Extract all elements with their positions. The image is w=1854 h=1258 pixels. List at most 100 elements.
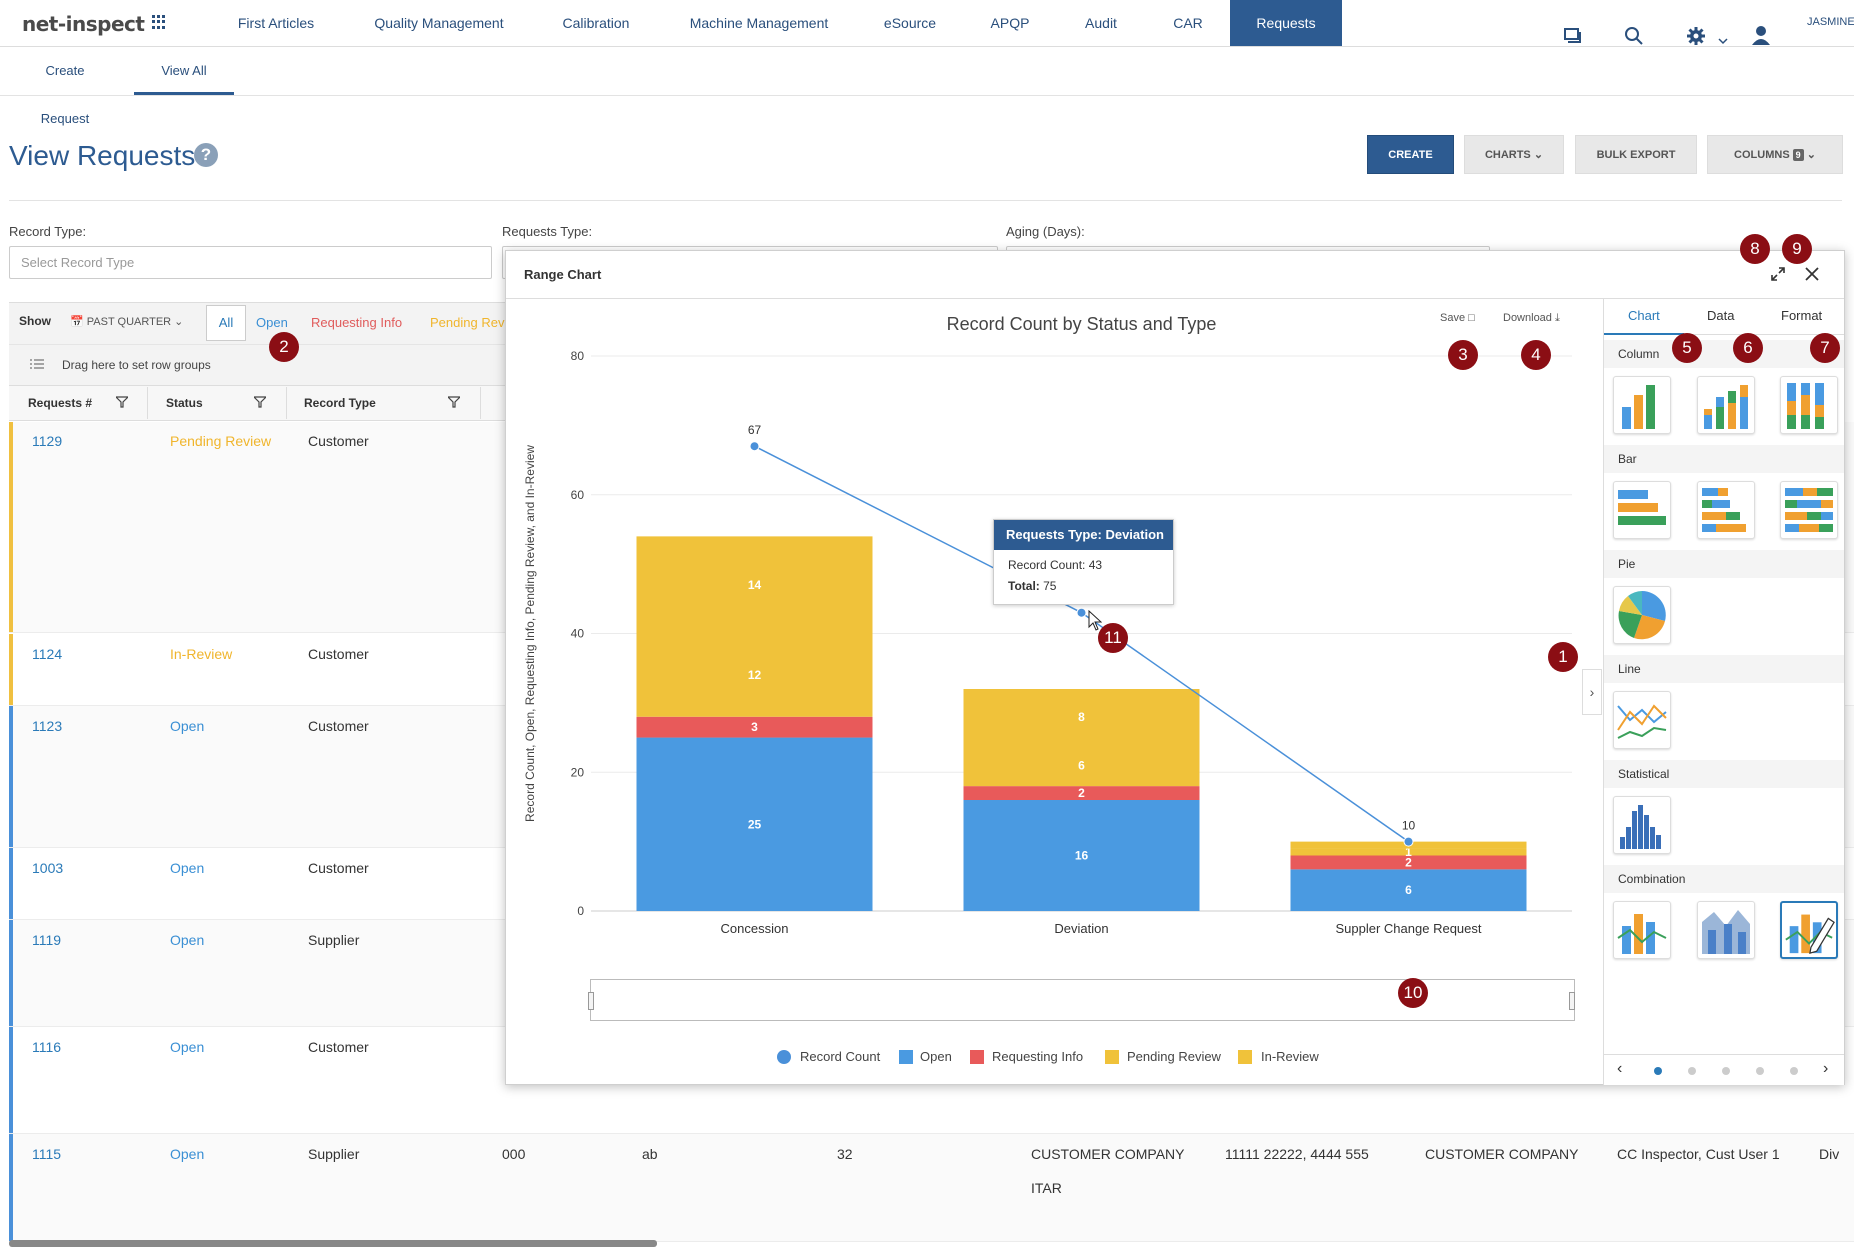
request-id-link[interactable]: 1123 [32,718,63,734]
thumb-column-line-combo[interactable] [1613,901,1671,959]
pager-dot[interactable] [1688,1067,1696,1075]
nav-apqp[interactable]: APQP [990,15,1030,31]
thumb-histogram[interactable] [1613,796,1671,854]
record-type-text: Customer [308,718,369,734]
pager-dot[interactable] [1756,1067,1764,1075]
pager-dot[interactable] [1790,1067,1798,1075]
tab-data[interactable]: Data [1707,308,1735,323]
search-icon[interactable] [1624,13,1644,59]
nav-esource[interactable]: eSource [883,15,937,31]
bulk-export-button[interactable]: BULK EXPORT [1575,135,1697,174]
x-tick-label: Deviation [1054,921,1108,936]
range-handle-right[interactable] [1569,992,1575,1010]
record-type-select[interactable]: Select Record Type [9,246,492,279]
row-status-bar [9,422,13,632]
record-type-label: Record Type: [9,224,87,239]
table-row[interactable]: 1116 Open Customer [9,1027,1854,1134]
thumb-grouped-column[interactable] [1613,376,1671,434]
annotation-badge: 3 [1448,340,1478,370]
chip-all[interactable]: All [206,305,246,341]
pager-dot[interactable] [1722,1067,1730,1075]
thumb-custom-combo[interactable] [1780,901,1838,959]
download-button[interactable]: Download ⤓ [1503,312,1560,325]
period-dropdown[interactable]: 📅 PAST QUARTER ⌄ [70,316,184,328]
chip-requesting-info[interactable]: Requesting Info [311,315,403,330]
line-point [1403,836,1414,847]
save-button[interactable]: Save □ [1440,312,1475,324]
nav-machine-management[interactable]: Machine Management [689,15,829,31]
panel-toggle-button[interactable]: › [1582,669,1602,715]
nav-audit[interactable]: Audit [1085,15,1117,31]
chevron-left-icon[interactable]: ‹ [1617,1060,1623,1077]
request-id-link[interactable]: 1116 [32,1039,62,1055]
data-label: 8 [1078,710,1085,724]
expand-icon[interactable] [1768,264,1788,284]
thumb-100-stacked-bar[interactable] [1780,481,1838,539]
nav-car[interactable]: CAR [1173,15,1203,31]
thumb-stacked-bar[interactable] [1697,481,1755,539]
thumb-stacked-column[interactable] [1697,376,1755,434]
range-handle-left[interactable] [588,992,594,1010]
line-chart-icon [1617,704,1667,739]
horizontal-scrollbar[interactable] [9,1240,657,1247]
range-navigator[interactable] [590,979,1575,1021]
nav-calibration[interactable]: Calibration [562,15,630,31]
bar-segment [963,689,1200,745]
thumb-line[interactable] [1613,691,1671,749]
status-text: Pending Review [170,433,272,449]
legend-requesting-info[interactable]: Requesting Info [992,1049,1084,1064]
chevron-right-icon[interactable]: › [1823,1060,1829,1077]
help-icon[interactable]: ? [194,143,218,167]
create-button[interactable]: CREATE [1367,135,1454,174]
tab-format[interactable]: Format [1781,308,1823,323]
chevron-down-icon[interactable] [1718,19,1728,65]
cell-text: Div [1819,1146,1840,1162]
header-record-type[interactable]: Record Type [304,396,376,410]
chat-icon[interactable] [1563,13,1583,59]
request-id-link[interactable]: 1115 [32,1146,62,1162]
range-chart[interactable]: Record Count by Status and Type 0 20 40 60 80… [506,299,1603,1085]
thumb-100-stacked-column[interactable] [1780,376,1838,434]
line-data-label: 67 [748,423,762,437]
row-groups-area[interactable] [9,344,509,385]
chip-open[interactable]: Open [256,315,288,330]
tab-create-request[interactable]: Create Request [40,63,90,126]
nav-requests[interactable]: Requests [1230,0,1342,46]
nav-first-articles[interactable]: First Articles [237,15,315,31]
legend-pending-review[interactable]: Pending Review [1127,1049,1221,1064]
user-icon[interactable] [1752,12,1770,58]
thumb-grouped-bar[interactable] [1613,481,1671,539]
data-label: 2 [1078,786,1085,800]
tab-chart[interactable]: Chart [1628,308,1660,323]
header-status[interactable]: Status [166,396,203,410]
filter-icon[interactable] [448,396,460,408]
close-icon[interactable] [1802,264,1822,284]
nav-quality-management[interactable]: Quality Management [374,15,504,31]
request-id-link[interactable]: 1124 [32,646,63,662]
legend-open[interactable]: Open [920,1049,952,1064]
table-row[interactable]: 1115 Open Supplier 000 ab 32 CUSTOMER CO… [9,1134,1854,1242]
legend-record-count[interactable]: Record Count [800,1049,881,1064]
filter-icon[interactable] [254,396,266,408]
user-name[interactable]: JASMINE [1807,16,1854,28]
chart-tooltip: Requests Type: Deviation Record Count: 4… [993,519,1174,605]
status-text: Open [170,1146,205,1162]
request-id-link[interactable]: 1119 [32,932,62,948]
request-id-link[interactable]: 1003 [32,860,64,876]
pager-dot[interactable] [1654,1067,1662,1075]
tab-view-all[interactable]: View All [134,47,234,95]
row-status-bar [9,1027,13,1133]
columns-button[interactable]: COLUMNS 9 ⌄ [1707,135,1843,174]
gear-icon[interactable] [1686,13,1706,59]
filter-icon[interactable] [116,396,128,408]
logo[interactable]: net-inspect [22,12,145,36]
chip-pending-review[interactable]: Pending Rev [430,315,505,330]
header-requests-number[interactable]: Requests # [28,396,93,410]
apps-grid-icon[interactable] [152,15,166,29]
thumb-pie[interactable] [1613,586,1671,644]
column-divider [286,387,287,419]
thumb-area-column-combo[interactable] [1697,901,1755,959]
legend-in-review[interactable]: In-Review [1261,1049,1319,1064]
charts-button[interactable]: CHARTS ⌄ [1464,135,1564,174]
request-id-link[interactable]: 1129 [32,433,63,449]
